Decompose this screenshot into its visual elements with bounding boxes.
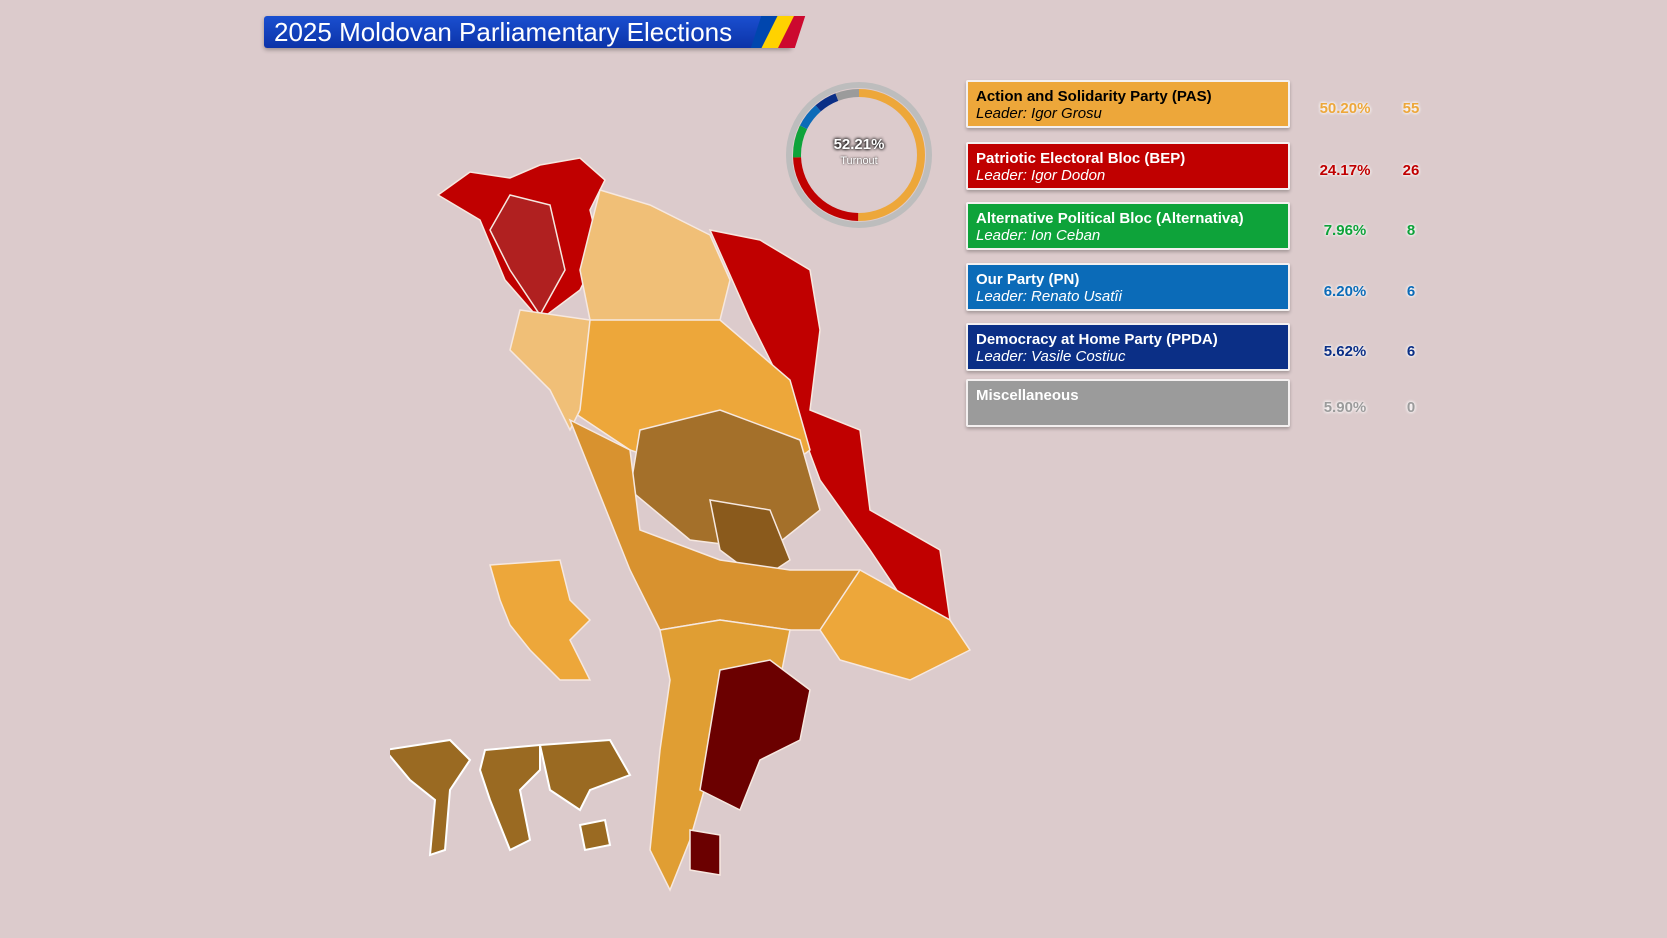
- party-card: Miscellaneous: [966, 379, 1290, 427]
- party-percent: 6.20%: [1323, 283, 1367, 300]
- region-asia: [538, 738, 632, 812]
- party-name: Alternative Political Bloc (Alternativa): [976, 210, 1244, 227]
- party-card: Alternative Political Bloc (Alternativa)…: [966, 202, 1290, 250]
- title-banner: 2025 Moldovan Parliamentary Elections: [264, 16, 806, 48]
- party-leader: Leader: Ion Ceban: [976, 227, 1101, 244]
- region-taraclia: [689, 829, 721, 876]
- donut-outer-ring: [786, 82, 932, 228]
- party-card: Action and Solidarity Party (PAS) Leader…: [966, 80, 1290, 128]
- party-card: Democracy at Home Party (PPDA) Leader: V…: [966, 323, 1290, 371]
- party-seats: 55: [1402, 100, 1420, 117]
- party-seats: 26: [1402, 162, 1420, 179]
- party-leader: Leader: Igor Grosu: [976, 105, 1102, 122]
- party-name: Democracy at Home Party (PPDA): [976, 331, 1218, 348]
- region-west: [509, 309, 591, 432]
- party-name: Action and Solidarity Party (PAS): [976, 88, 1212, 105]
- moldova-flag-icon: [750, 16, 806, 48]
- region-inset: [489, 559, 592, 681]
- region-oceania: [578, 818, 612, 852]
- party-name: Our Party (PN): [976, 271, 1080, 288]
- party-name: Patriotic Electoral Bloc (BEP): [976, 150, 1186, 167]
- region-americas: [390, 738, 472, 857]
- party-leader: Leader: Igor Dodon: [976, 167, 1106, 184]
- party-percent: 5.62%: [1323, 343, 1367, 360]
- party-percent: 24.17%: [1319, 162, 1371, 179]
- moldova-results-map: [390, 157, 972, 892]
- party-seats: 6: [1406, 343, 1416, 360]
- donut-segment: [793, 89, 925, 221]
- turnout-donut-chart: [786, 82, 932, 228]
- party-name: Miscellaneous: [976, 387, 1079, 404]
- map-inset-region: [489, 559, 592, 681]
- map-diaspora-world: [390, 738, 632, 857]
- party-seats: 0: [1406, 399, 1416, 416]
- page-title: 2025 Moldovan Parliamentary Elections: [274, 17, 733, 47]
- donut-segment: [793, 89, 925, 221]
- region-gagauzia: [699, 659, 811, 812]
- region-south-east: [819, 569, 972, 681]
- party-seats: 6: [1406, 283, 1416, 300]
- party-card: Patriotic Electoral Bloc (BEP) Leader: I…: [966, 142, 1290, 190]
- party-leader: Leader: Vasile Costiuc: [976, 348, 1126, 365]
- turnout-value: 52.21%: [833, 136, 885, 153]
- turnout-label: Turnout: [840, 155, 878, 167]
- party-seats: 8: [1406, 222, 1416, 239]
- region-north: [579, 189, 731, 341]
- map-moldova: [436, 157, 972, 892]
- party-card: Our Party (PN) Leader: Renato Usatîi: [966, 263, 1290, 311]
- donut-segments: [793, 89, 925, 221]
- party-percent: 7.96%: [1323, 222, 1367, 239]
- party-percent: 50.20%: [1319, 100, 1371, 117]
- party-leader: Leader: Renato Usatîi: [976, 288, 1122, 305]
- region-europe-africa: [478, 743, 541, 852]
- party-percent: 5.90%: [1323, 399, 1367, 416]
